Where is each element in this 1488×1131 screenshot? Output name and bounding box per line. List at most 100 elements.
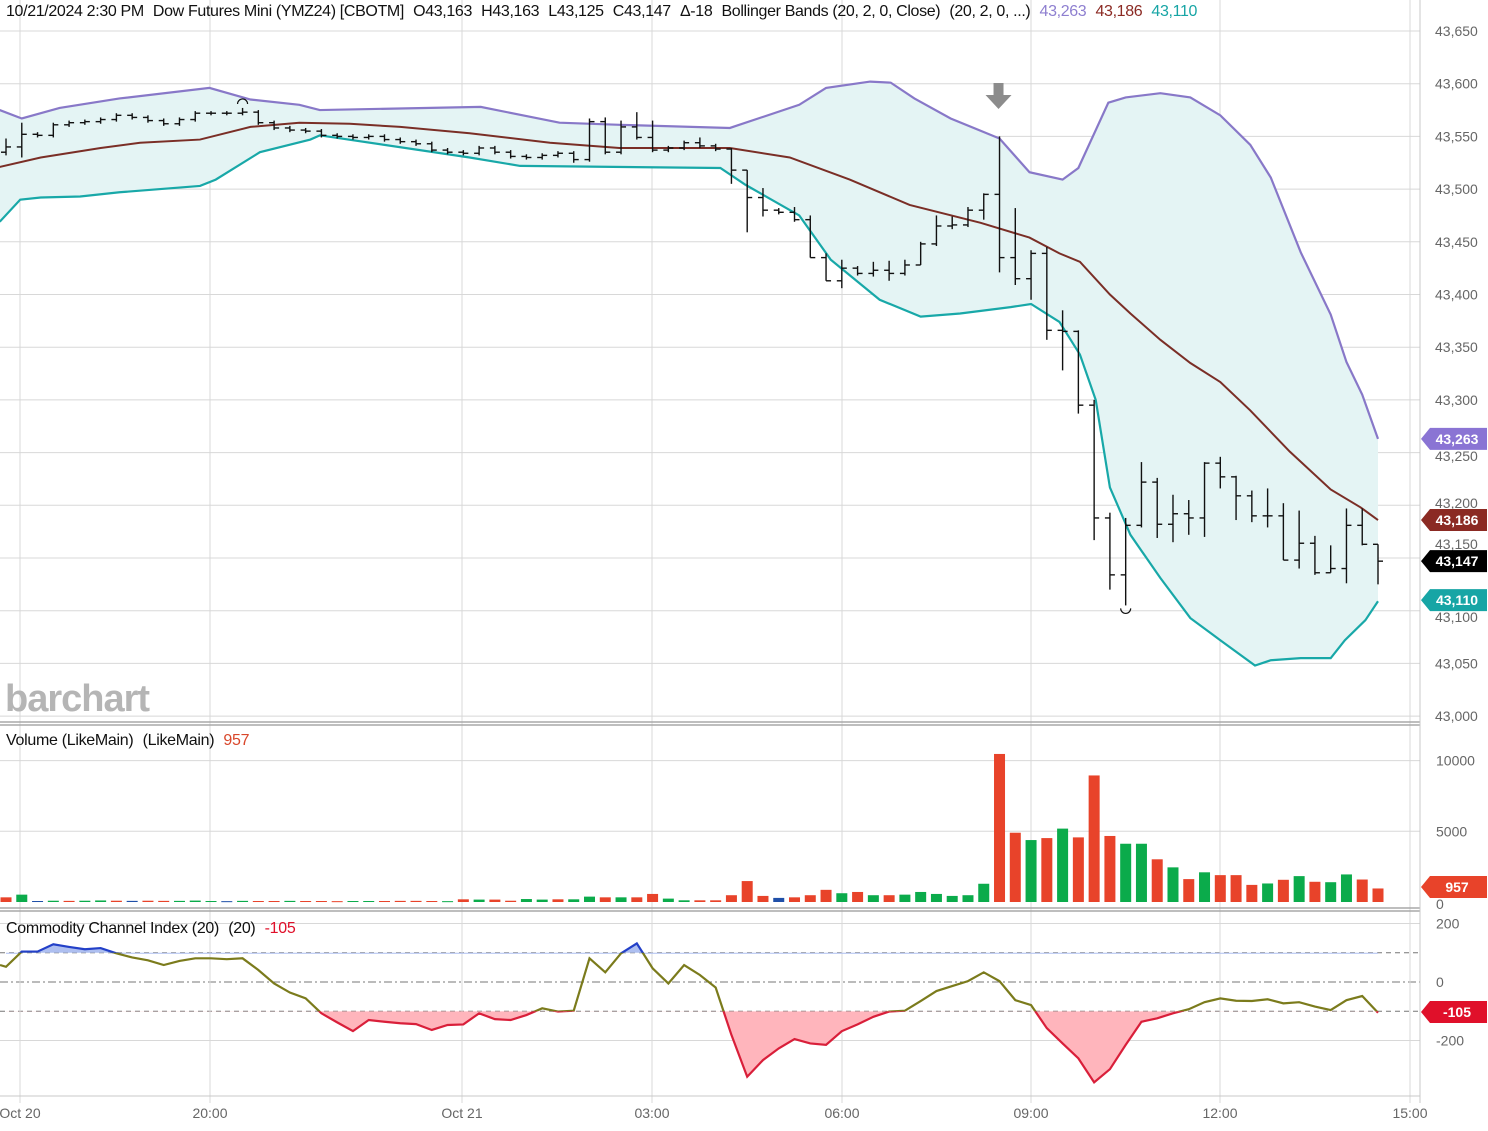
ohlc-bar — [742, 169, 753, 233]
ohlc-bar — [363, 134, 374, 140]
ohlc-bar — [127, 113, 138, 120]
cci-last-tag: -105 — [1421, 1001, 1487, 1023]
volume-bar — [631, 897, 643, 902]
volume-bar — [284, 900, 296, 902]
ohlc-bar — [757, 188, 768, 217]
ohlc-bar — [221, 111, 232, 116]
time-tick-label: Oct 21 — [441, 1105, 482, 1121]
volume-bar — [142, 900, 154, 902]
volume-title[interactable]: Volume (LikeMain) — [6, 732, 134, 749]
price-tick-label: 43,150 — [1435, 536, 1478, 552]
ohlc-bar — [584, 118, 595, 162]
volume-bar — [852, 891, 864, 902]
ohlc-bar — [663, 145, 674, 153]
volume-bar — [394, 900, 406, 902]
time-tick-label: 09:00 — [1013, 1105, 1048, 1121]
cci-line — [0, 952, 1379, 1012]
volume-bar — [1183, 879, 1195, 902]
ohlc-bar — [1373, 543, 1383, 585]
header-close: C43,147 — [612, 3, 671, 20]
volume-bar — [126, 900, 138, 902]
volume-last-tag-text: 957 — [1445, 879, 1469, 895]
bollinger-bands — [0, 80, 1380, 667]
ohlc-bar — [1120, 517, 1131, 606]
ohlc-bar — [269, 120, 280, 131]
header-open: O43,163 — [413, 3, 473, 20]
time-tick-label: 12:00 — [1202, 1105, 1237, 1121]
price-last-tag-text: 43,186 — [1436, 512, 1479, 528]
cci-title[interactable]: Commodity Channel Index (20) — [6, 920, 220, 937]
cci-tick-label: 0 — [1436, 974, 1444, 990]
volume-bar — [205, 901, 217, 903]
volume-bar — [158, 900, 170, 902]
volume-bar — [584, 896, 595, 902]
volume-bar — [520, 899, 532, 902]
volume-bar — [804, 895, 816, 902]
volume-bar — [615, 897, 627, 902]
volume-bar — [662, 898, 674, 902]
price-tick-label: 43,100 — [1435, 609, 1478, 625]
ohlc-bar — [474, 145, 485, 156]
volume-bar — [552, 899, 564, 902]
volume-bar — [32, 901, 44, 903]
volume-last-tag: 957 — [1421, 876, 1487, 898]
axes: 43,000 43,050 43,100 43,150 43,200 43,250 43,3… — [0, 23, 1478, 1121]
bollinger-upper-line — [0, 80, 1380, 440]
volume-bar — [79, 900, 91, 902]
ohlc-bar — [1183, 500, 1194, 535]
header-study[interactable]: Bollinger Bands (20, 2, 0, Close) — [721, 3, 941, 20]
ohlc-bar — [1294, 510, 1305, 569]
ohlc-bar — [931, 215, 942, 247]
ohlc-bar — [347, 134, 358, 140]
volume-bar — [489, 899, 501, 902]
volume-bar — [994, 753, 1006, 902]
volume-bar — [883, 895, 895, 902]
ohlc-bar — [552, 151, 563, 158]
ohlc-bar — [64, 120, 75, 127]
ohlc-bar — [395, 137, 406, 144]
volume-bar — [315, 901, 327, 903]
header-study-params: (20, 2, 0, ...) — [949, 3, 1031, 20]
ohlc-bar — [915, 241, 926, 266]
ohlc-bar — [1152, 477, 1163, 538]
price-last-tag: 43,110 — [1421, 589, 1487, 612]
chart-header: 10/21/2024 2:30 PM Dow Futures Mini (YMZ… — [6, 3, 1202, 21]
ohlc-bar — [442, 147, 453, 155]
cci-pane-title: Commodity Channel Index (20) (20) -105 — [6, 920, 300, 938]
ohlc-bar — [789, 207, 800, 222]
ohlc-bar — [868, 261, 879, 277]
volume-bar — [1009, 832, 1021, 902]
bollinger-middle-line — [0, 121, 1379, 521]
volume-bar — [378, 901, 390, 903]
header-low: L43,125 — [548, 3, 604, 20]
price-tick-label: 43,650 — [1435, 23, 1478, 39]
price-last-tag-bg — [1421, 550, 1487, 573]
price-last-tag: 43,186 — [1421, 509, 1487, 532]
price-last-tag-bg — [1421, 509, 1487, 532]
price-tick-label: 43,000 — [1435, 708, 1478, 724]
volume-bar — [457, 899, 469, 902]
volume-tick-label: 5000 — [1436, 823, 1467, 839]
bollinger-lower-line — [0, 134, 1379, 667]
volume-tick-label: 10000 — [1436, 753, 1475, 769]
session-low-marker — [1120, 608, 1132, 614]
ohlc-bar — [316, 129, 327, 138]
volume-bar — [1151, 859, 1163, 902]
ohlc-bar — [1089, 399, 1100, 541]
ohlc-bar — [1010, 208, 1021, 286]
volume-bar — [867, 895, 879, 902]
ohlc-bar — [821, 253, 832, 282]
volume-bar — [962, 895, 974, 902]
volume-bar — [237, 900, 249, 902]
ohlc-bar — [1104, 512, 1115, 590]
volume-bar — [836, 893, 848, 902]
header-datetime: 10/21/2024 2:30 PM — [6, 3, 144, 20]
ohlc-bar — [710, 143, 721, 152]
ohlc-bar — [505, 150, 516, 159]
ohlc-bar — [95, 117, 106, 124]
ohlc-bar — [190, 111, 201, 122]
volume-bar — [741, 881, 753, 902]
volume-bar — [1025, 840, 1037, 902]
ohlc-bar — [1309, 535, 1320, 575]
